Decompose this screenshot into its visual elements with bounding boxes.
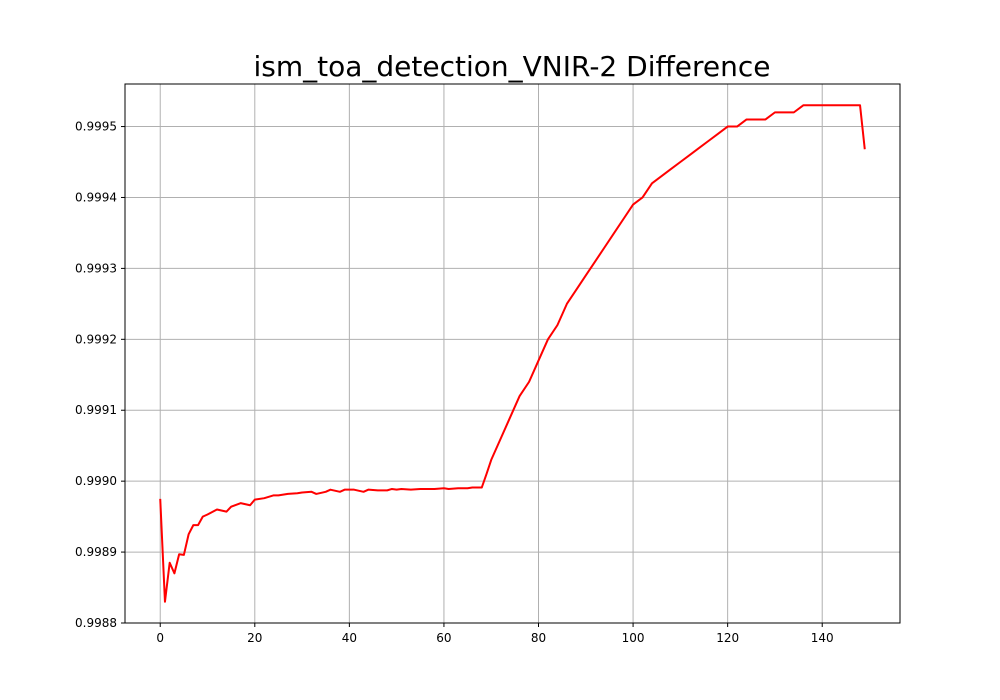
y-tick-label: 0.9989 [75, 545, 117, 559]
x-tick-label: 80 [531, 631, 546, 645]
x-axis: 0 20 40 60 80 100 120 140 [156, 623, 834, 645]
x-tick-label: 120 [716, 631, 739, 645]
x-tick-label: 60 [436, 631, 451, 645]
y-tick-label: 0.9995 [75, 120, 117, 134]
y-tick-label: 0.9993 [75, 261, 117, 275]
y-tick-label: 0.9991 [75, 403, 117, 417]
x-tick-label: 100 [622, 631, 645, 645]
y-tick-label: 0.9992 [75, 332, 117, 346]
chart-title: ism_toa_detection_VNIR-2 Difference [254, 50, 771, 83]
plot-series [159, 104, 866, 603]
plot-area-frame [124, 83, 901, 624]
y-axis: 0.9988 0.9989 0.9990 0.9991 0.9992 0.9993 0.99… [75, 120, 125, 630]
x-tick-label: 0 [156, 631, 164, 645]
x-tick-label: 40 [342, 631, 357, 645]
series-line [159, 104, 866, 603]
y-tick-label: 0.9994 [75, 190, 117, 204]
x-tick-label: 140 [811, 631, 834, 645]
y-tick-label: 0.9990 [75, 474, 117, 488]
x-tick-label: 20 [247, 631, 262, 645]
y-tick-label: 0.9988 [75, 616, 117, 630]
